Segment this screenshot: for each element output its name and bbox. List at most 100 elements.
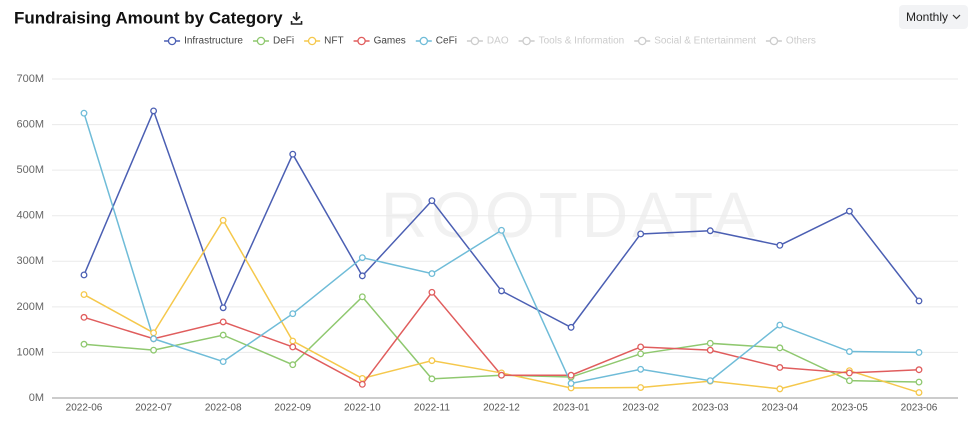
data-point	[706, 227, 714, 235]
legend-symbol	[470, 36, 480, 46]
x-tick-label: 2022-06	[66, 403, 103, 414]
period-dropdown[interactable]: Monthly	[899, 5, 968, 29]
data-point	[289, 361, 297, 369]
y-tick-label: 600M	[16, 118, 44, 130]
data-point	[428, 197, 436, 205]
data-point	[567, 371, 575, 379]
legend-symbol	[167, 36, 177, 46]
legend-item-hidden: Others	[765, 36, 816, 47]
x-tick-label: 2023-01	[553, 403, 590, 414]
y-tick-label: 300M	[16, 255, 44, 267]
legend-label: Tools & Information	[539, 36, 625, 47]
x-tick-label: 2022-12	[483, 403, 520, 414]
legend-label: NFT	[324, 36, 343, 47]
data-point	[706, 339, 714, 347]
legend-item-hidden: DAO	[466, 36, 509, 47]
data-point	[428, 357, 436, 365]
legend-symbol	[769, 36, 779, 46]
data-point	[776, 241, 784, 249]
x-tick-label: 2022-09	[274, 403, 311, 414]
dropdown-label: Monthly	[905, 10, 949, 24]
data-point	[567, 379, 575, 387]
data-point	[915, 366, 923, 374]
data-point	[637, 343, 645, 351]
legend-symbol	[307, 36, 317, 46]
data-point	[845, 348, 853, 355]
x-tick-label: 2022-11	[414, 403, 450, 414]
data-point	[845, 377, 853, 385]
data-point	[219, 318, 227, 326]
legend-symbol	[522, 36, 531, 46]
data-point	[150, 329, 158, 337]
data-point	[637, 350, 645, 358]
x-tick-label: 2023-02	[622, 403, 659, 414]
data-point	[80, 313, 88, 321]
data-point	[219, 216, 227, 224]
data-point	[706, 346, 714, 354]
data-point	[358, 380, 366, 388]
data-point	[80, 340, 88, 348]
data-point	[637, 365, 645, 373]
x-tick-label: 2022-07	[135, 403, 172, 414]
data-point	[776, 364, 784, 371]
data-point	[150, 346, 158, 354]
legend-label: Social & Entertainment	[654, 36, 756, 47]
data-point	[80, 109, 88, 117]
data-point	[498, 287, 505, 295]
data-point	[358, 374, 366, 382]
x-tick-label: 2022-08	[205, 403, 242, 414]
data-point	[80, 271, 88, 279]
legend: Infrastructure DeFi NFT Games CeFi DAO Tools &…	[164, 36, 816, 47]
data-point	[150, 107, 158, 115]
chart-title: Fundraising Amount by Category	[14, 8, 283, 27]
data-point	[915, 297, 923, 305]
x-tick-label: 2023-03	[692, 403, 729, 414]
data-point	[428, 288, 436, 296]
legend-item-hidden: Tools & Information	[518, 36, 625, 47]
data-point	[915, 378, 923, 386]
legend-item: Games	[353, 36, 406, 47]
chevron	[952, 14, 961, 20]
download-icon[interactable]	[290, 12, 303, 25]
x-tick-label: 2023-06	[901, 403, 938, 414]
legend-label: DAO	[487, 36, 509, 47]
legend-symbol	[357, 36, 366, 46]
x-tick-label: 2023-05	[831, 403, 868, 414]
legend-symbol	[637, 36, 647, 46]
data-point	[776, 321, 784, 329]
data-point	[289, 150, 297, 158]
data-point	[776, 344, 784, 352]
data-point	[498, 226, 505, 234]
data-point	[219, 331, 227, 339]
legend-symbol	[256, 36, 266, 46]
data-point	[915, 389, 923, 396]
y-tick-label: 500M	[16, 164, 44, 176]
data-point	[219, 358, 227, 365]
y-tick-label: 700M	[16, 73, 44, 85]
y-tick-label: 100M	[16, 346, 44, 358]
legend-label: Others	[786, 36, 816, 47]
data-point	[637, 230, 645, 238]
data-point	[358, 272, 366, 280]
legend-item: CeFi	[415, 36, 457, 47]
legend-item: Infrastructure	[164, 36, 243, 47]
data-point	[289, 343, 297, 351]
data-point	[289, 310, 297, 318]
data-point	[150, 335, 158, 343]
data-point	[637, 384, 645, 391]
x-tick-label: 2023-04	[761, 403, 798, 414]
legend-item: DeFi	[252, 36, 294, 47]
data-point	[428, 270, 436, 278]
data-point	[428, 375, 436, 383]
legend-label: CeFi	[436, 36, 457, 47]
data-point	[498, 371, 505, 379]
data-point	[358, 293, 366, 301]
x-tick-label: 2022-10	[344, 403, 381, 414]
legend-item-hidden: Social & Entertainment	[634, 36, 756, 47]
data-point	[776, 385, 784, 393]
y-tick-label: 0M	[29, 392, 44, 404]
legend-symbol	[419, 36, 429, 46]
data-point	[219, 304, 227, 312]
